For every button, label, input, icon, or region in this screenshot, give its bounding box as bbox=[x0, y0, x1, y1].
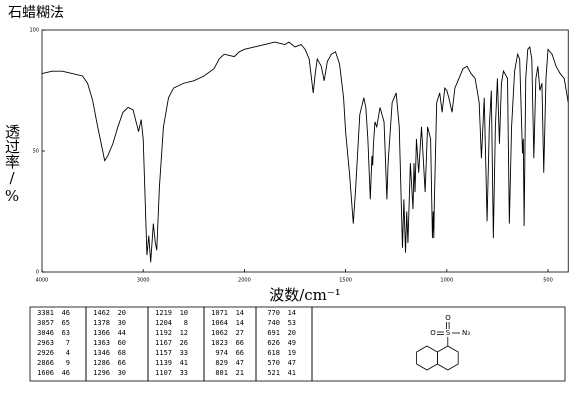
peak-wavenumber: 1296 bbox=[93, 369, 110, 377]
atom-label: S bbox=[446, 329, 451, 337]
peak-transmittance: 19 bbox=[288, 349, 296, 357]
peak-wavenumber: 691 bbox=[267, 329, 280, 337]
peak-transmittance: 27 bbox=[236, 329, 244, 337]
peak-wavenumber: 1192 bbox=[155, 329, 172, 337]
peak-wavenumber: 1286 bbox=[93, 359, 110, 367]
y-tick-label: 0 bbox=[36, 270, 39, 276]
peak-wavenumber: 1064 bbox=[211, 319, 228, 327]
peak-wavenumber: 1462 bbox=[93, 309, 110, 317]
peak-wavenumber: 1167 bbox=[155, 339, 172, 347]
ring bbox=[436, 345, 459, 371]
peak-wavenumber: 829 bbox=[215, 359, 228, 367]
peak-wavenumber: 801 bbox=[215, 369, 228, 377]
peak-transmittance: 7 bbox=[66, 339, 70, 347]
peak-wavenumber: 1139 bbox=[155, 359, 172, 367]
peak-transmittance: 21 bbox=[236, 369, 244, 377]
peak-wavenumber: 740 bbox=[267, 319, 280, 327]
peak-transmittance: 33 bbox=[180, 349, 188, 357]
peak-wavenumber: 974 bbox=[215, 349, 228, 357]
peak-transmittance: 66 bbox=[236, 339, 244, 347]
table-cell bbox=[255, 306, 313, 382]
peak-wavenumber: 1378 bbox=[93, 319, 110, 327]
peak-wavenumber: 1157 bbox=[155, 349, 172, 357]
structure-cell bbox=[311, 306, 566, 382]
x-tick-label: 4000 bbox=[36, 278, 49, 284]
peak-wavenumber: 570 bbox=[267, 359, 280, 367]
peak-transmittance: 30 bbox=[118, 319, 126, 327]
x-tick-label: 2000 bbox=[238, 278, 251, 284]
peak-transmittance: 49 bbox=[288, 339, 296, 347]
x-tick-label: 1000 bbox=[440, 278, 453, 284]
peak-wavenumber: 1062 bbox=[211, 329, 228, 337]
peak-wavenumber: 1107 bbox=[155, 369, 172, 377]
peak-transmittance: 46 bbox=[62, 369, 70, 377]
x-tick-label: 3000 bbox=[137, 278, 150, 284]
peak-transmittance: 4 bbox=[66, 349, 70, 357]
peak-wavenumber: 2963 bbox=[37, 339, 54, 347]
peak-transmittance: 46 bbox=[62, 309, 70, 317]
spectrum-line bbox=[41, 41, 569, 263]
y-tick-label: 50 bbox=[33, 149, 39, 155]
x-tick-label: 1500 bbox=[339, 278, 352, 284]
peak-transmittance: 33 bbox=[180, 369, 188, 377]
peak-wavenumber: 3381 bbox=[37, 309, 54, 317]
peak-transmittance: 63 bbox=[62, 329, 70, 337]
peak-wavenumber: 1366 bbox=[93, 329, 110, 337]
x-axis-label: 波数/cm⁻¹ bbox=[269, 286, 341, 304]
peak-transmittance: 14 bbox=[236, 309, 244, 317]
peak-transmittance: 41 bbox=[288, 369, 296, 377]
peak-transmittance: 14 bbox=[236, 319, 244, 327]
peak-transmittance: 60 bbox=[118, 339, 126, 347]
peak-wavenumber: 1363 bbox=[93, 339, 110, 347]
peak-transmittance: 20 bbox=[288, 329, 296, 337]
peak-transmittance: 66 bbox=[236, 349, 244, 357]
peak-wavenumber: 1204 bbox=[155, 319, 172, 327]
peak-transmittance: 26 bbox=[180, 339, 188, 347]
peak-transmittance: 44 bbox=[118, 329, 126, 337]
structure bbox=[416, 322, 460, 371]
peak-wavenumber: 2866 bbox=[37, 359, 54, 367]
peak-wavenumber: 521 bbox=[267, 369, 280, 377]
atom-label: N₃ bbox=[462, 329, 470, 337]
peak-transmittance: 47 bbox=[288, 359, 296, 367]
peak-transmittance: 65 bbox=[62, 319, 70, 327]
atom-label: O bbox=[445, 314, 451, 322]
peak-transmittance: 41 bbox=[180, 359, 188, 367]
peak-transmittance: 14 bbox=[288, 309, 296, 317]
peak-transmittance: 8 bbox=[184, 319, 188, 327]
y-tick-label: 100 bbox=[29, 28, 39, 34]
plot-frame bbox=[41, 29, 569, 273]
peak-wavenumber: 618 bbox=[267, 349, 280, 357]
ring bbox=[416, 345, 438, 371]
peak-transmittance: 47 bbox=[236, 359, 244, 367]
peak-transmittance: 66 bbox=[118, 359, 126, 367]
peak-transmittance: 68 bbox=[118, 349, 126, 357]
peak-wavenumber: 1219 bbox=[155, 309, 172, 317]
peak-transmittance: 20 bbox=[118, 309, 126, 317]
peak-wavenumber: 2926 bbox=[37, 349, 54, 357]
peak-wavenumber: 1346 bbox=[93, 349, 110, 357]
peak-wavenumber: 3046 bbox=[37, 329, 54, 337]
peak-wavenumber: 1023 bbox=[211, 339, 228, 347]
peak-wavenumber: 1606 bbox=[37, 369, 54, 377]
peak-wavenumber: 770 bbox=[267, 309, 280, 317]
x-tick-label: 500 bbox=[543, 278, 553, 284]
y-axis-label: 透过率/% bbox=[3, 124, 21, 205]
peak-transmittance: 12 bbox=[180, 329, 188, 337]
peak-wavenumber: 3057 bbox=[37, 319, 54, 327]
peak-transmittance: 10 bbox=[180, 309, 188, 317]
peak-transmittance: 9 bbox=[66, 359, 70, 367]
atom-label: O bbox=[430, 329, 436, 337]
chart-title: 石蜡糊法 bbox=[8, 5, 64, 21]
peak-transmittance: 53 bbox=[288, 319, 296, 327]
peak-wavenumber: 626 bbox=[267, 339, 280, 347]
peak-transmittance: 30 bbox=[118, 369, 126, 377]
peak-wavenumber: 1071 bbox=[211, 309, 228, 317]
